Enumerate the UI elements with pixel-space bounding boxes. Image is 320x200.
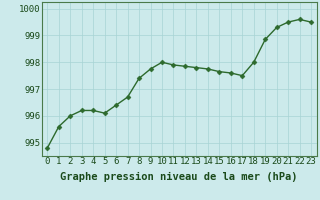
X-axis label: Graphe pression niveau de la mer (hPa): Graphe pression niveau de la mer (hPa) [60,172,298,182]
